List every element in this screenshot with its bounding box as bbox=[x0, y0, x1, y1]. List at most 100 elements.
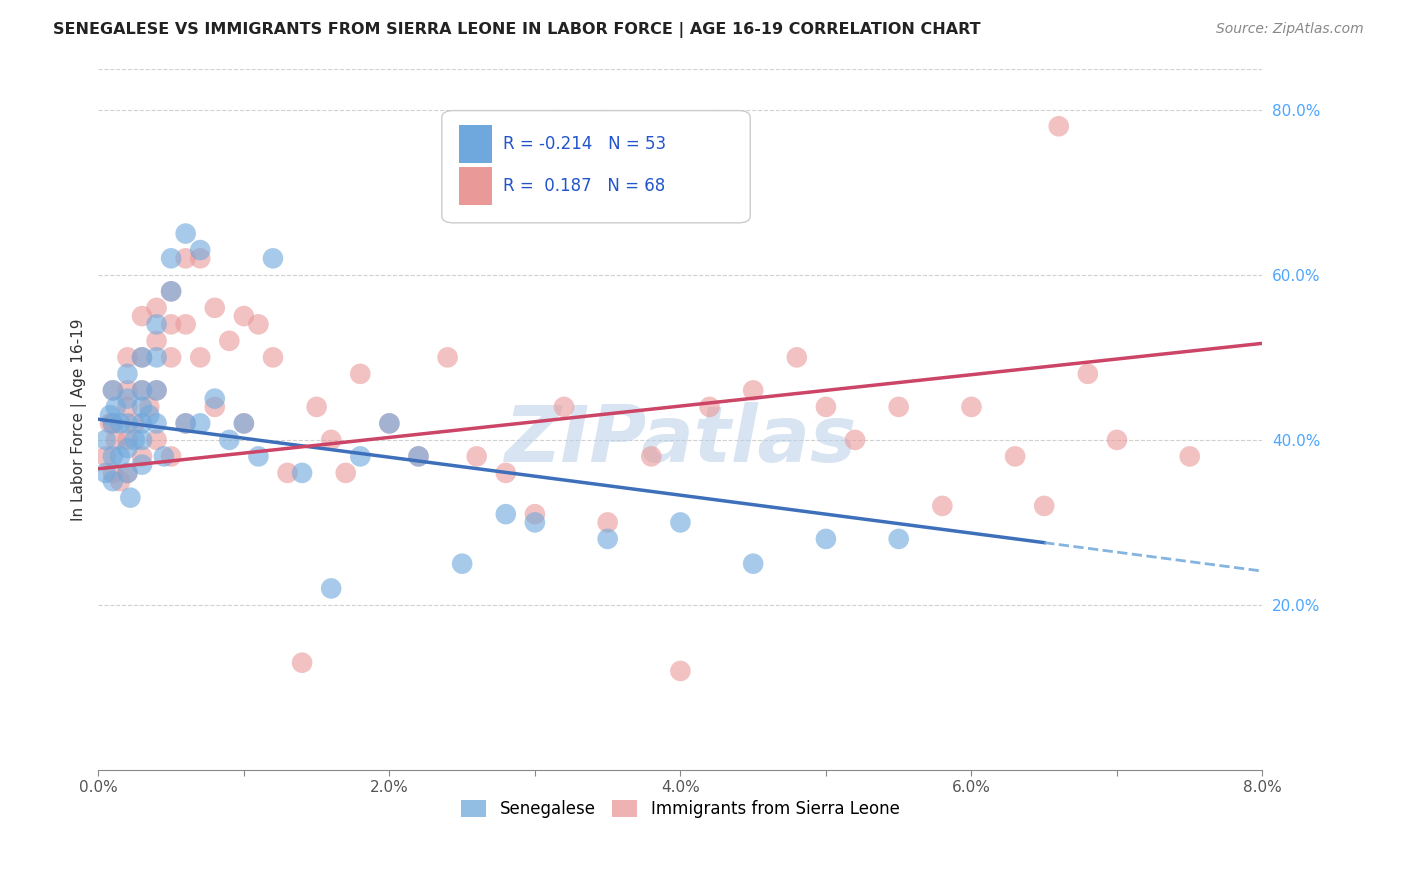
Point bbox=[160, 318, 183, 332]
Point bbox=[523, 507, 546, 521]
Y-axis label: In Labor Force | Age 16-19: In Labor Force | Age 16-19 bbox=[72, 318, 87, 521]
Point bbox=[291, 656, 314, 670]
Point bbox=[160, 252, 183, 266]
Point bbox=[1033, 499, 1056, 513]
Point bbox=[145, 318, 167, 332]
Point bbox=[117, 351, 139, 365]
Point bbox=[188, 417, 211, 431]
Point bbox=[98, 417, 121, 431]
Point bbox=[131, 433, 153, 447]
Point bbox=[101, 384, 124, 398]
Point bbox=[814, 532, 837, 546]
Point bbox=[138, 400, 160, 414]
Point bbox=[104, 433, 127, 447]
Point bbox=[232, 417, 254, 431]
Point bbox=[232, 417, 254, 431]
Point bbox=[218, 334, 240, 348]
Point bbox=[596, 532, 619, 546]
Point bbox=[174, 318, 197, 332]
Point bbox=[174, 227, 197, 241]
Point bbox=[887, 400, 910, 414]
Point bbox=[844, 433, 866, 447]
Point bbox=[108, 417, 131, 431]
Point bbox=[495, 507, 517, 521]
Point bbox=[218, 433, 240, 447]
Point bbox=[131, 351, 153, 365]
Point bbox=[247, 450, 270, 464]
Point bbox=[101, 466, 124, 480]
Point bbox=[94, 433, 117, 447]
Point bbox=[145, 351, 167, 365]
Point bbox=[101, 474, 124, 488]
Point bbox=[160, 450, 183, 464]
Point bbox=[1004, 450, 1026, 464]
Point bbox=[145, 384, 167, 398]
Point bbox=[495, 466, 517, 480]
Point bbox=[887, 532, 910, 546]
Point bbox=[814, 400, 837, 414]
Point bbox=[117, 392, 139, 406]
Point bbox=[117, 417, 139, 431]
Point bbox=[101, 450, 124, 464]
Point bbox=[131, 458, 153, 472]
Point bbox=[160, 285, 183, 299]
Point bbox=[131, 400, 153, 414]
Legend: Senegalese, Immigrants from Sierra Leone: Senegalese, Immigrants from Sierra Leone bbox=[454, 793, 907, 825]
Point bbox=[699, 400, 721, 414]
Point bbox=[247, 318, 270, 332]
Point bbox=[188, 252, 211, 266]
Point bbox=[1105, 433, 1128, 447]
FancyBboxPatch shape bbox=[460, 125, 492, 163]
Point bbox=[188, 351, 211, 365]
Point bbox=[349, 450, 371, 464]
Point bbox=[131, 417, 153, 431]
Point bbox=[124, 433, 146, 447]
Point bbox=[742, 557, 765, 571]
Point bbox=[640, 450, 662, 464]
Point bbox=[1047, 120, 1070, 134]
Point bbox=[669, 664, 692, 678]
Point bbox=[101, 417, 124, 431]
Point bbox=[145, 384, 167, 398]
Point bbox=[742, 384, 765, 398]
Point bbox=[378, 417, 401, 431]
Point bbox=[108, 450, 131, 464]
Point bbox=[188, 243, 211, 257]
Point bbox=[131, 384, 153, 398]
Point bbox=[669, 516, 692, 530]
Point bbox=[131, 309, 153, 323]
Point bbox=[131, 384, 153, 398]
Point bbox=[145, 334, 167, 348]
Point bbox=[174, 417, 197, 431]
Text: R =  0.187   N = 68: R = 0.187 N = 68 bbox=[503, 177, 665, 195]
Point bbox=[305, 400, 328, 414]
Point bbox=[262, 351, 284, 365]
Point bbox=[262, 252, 284, 266]
Point bbox=[204, 400, 226, 414]
Point bbox=[160, 351, 183, 365]
Point bbox=[523, 516, 546, 530]
Point bbox=[104, 400, 127, 414]
Point bbox=[117, 367, 139, 381]
FancyBboxPatch shape bbox=[441, 111, 751, 223]
Point bbox=[131, 351, 153, 365]
Point bbox=[232, 309, 254, 323]
Point bbox=[145, 433, 167, 447]
Point bbox=[321, 433, 343, 447]
Point bbox=[117, 400, 139, 414]
Point bbox=[349, 367, 371, 381]
Point bbox=[553, 400, 575, 414]
Text: ZIPatlas: ZIPatlas bbox=[505, 402, 856, 478]
Point bbox=[408, 450, 430, 464]
Point bbox=[120, 491, 142, 505]
Text: R = -0.214   N = 53: R = -0.214 N = 53 bbox=[503, 135, 666, 153]
Point bbox=[124, 417, 146, 431]
Point bbox=[145, 417, 167, 431]
Point bbox=[117, 433, 139, 447]
Point bbox=[378, 417, 401, 431]
Point bbox=[108, 474, 131, 488]
Point bbox=[276, 466, 298, 480]
Point bbox=[94, 466, 117, 480]
Point bbox=[786, 351, 808, 365]
Point bbox=[94, 450, 117, 464]
